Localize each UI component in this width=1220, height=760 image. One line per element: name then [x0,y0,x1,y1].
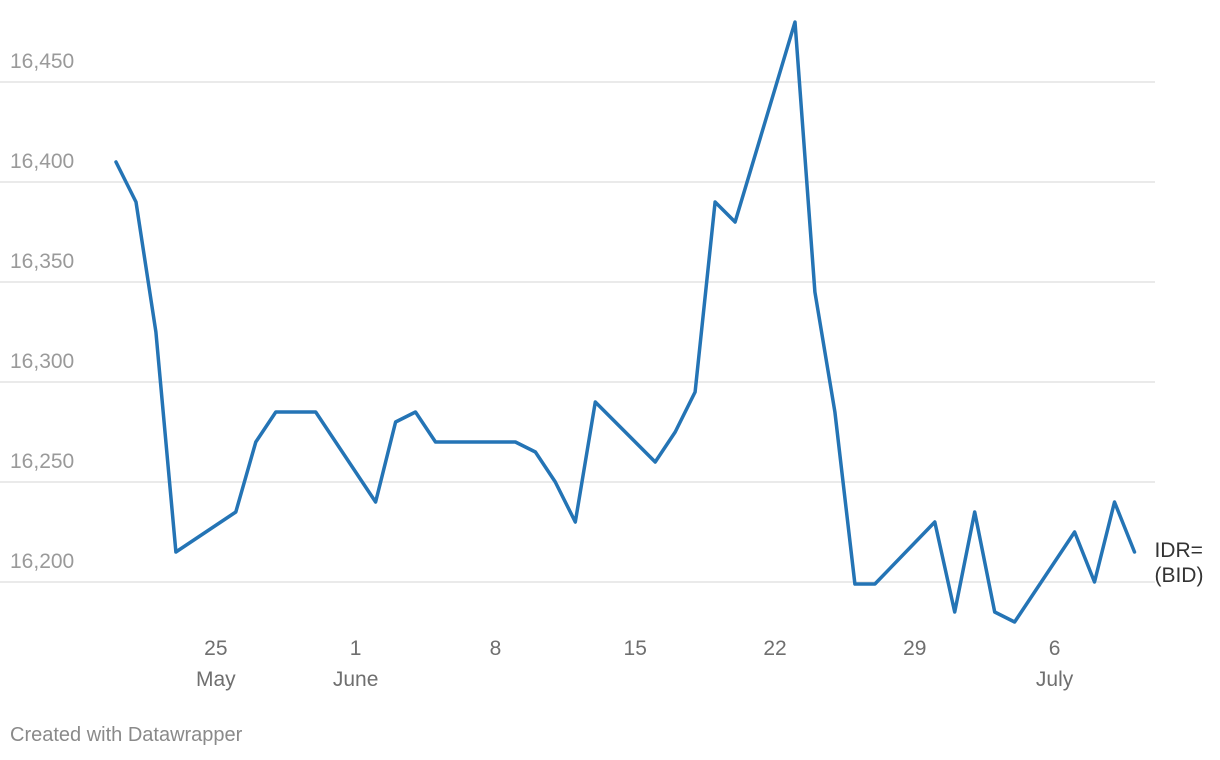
series-group: IDR=(BID) [113,19,1203,625]
x-tick-label: 1 [350,637,362,660]
data-point [932,519,938,525]
data-point [1072,529,1078,535]
data-point [153,329,159,335]
data-point [173,549,179,555]
data-point [952,609,958,615]
data-point [852,581,858,587]
y-tick-label: 16,300 [10,350,74,373]
data-point [792,19,798,25]
y-tick-label: 16,200 [10,550,74,573]
x-tick-label: 8 [490,637,502,660]
series-line [114,20,1137,624]
data-point [812,289,818,295]
y-tick-label: 16,350 [10,250,74,273]
data-point [512,439,518,445]
y-axis: 16,200 16,250 16,300 16,350 16,400 16,450 [10,50,74,573]
x-tick-label: 6 [1049,637,1061,660]
series-label: (BID) [1154,564,1203,587]
data-point [732,219,738,225]
data-point [1112,499,1118,505]
x-tick-label: 15 [624,637,647,660]
data-point [253,439,259,445]
data-point [872,581,878,587]
x-axis: 25 May 1 June 8 15 22 29 6 July [196,637,1074,691]
x-tick-label: 22 [763,637,786,660]
x-month-label: June [333,668,379,691]
x-month-label: May [196,668,236,691]
data-point [552,479,558,485]
data-point [1012,619,1018,625]
data-point [992,609,998,615]
y-tick-label: 16,450 [10,50,74,73]
series-label: IDR= [1154,539,1202,562]
data-point [832,409,838,415]
data-point [413,409,419,415]
x-tick-label: 25 [204,637,227,660]
x-tick-label: 29 [903,637,926,660]
y-tick-label: 16,250 [10,450,74,473]
data-point [433,439,439,445]
data-point [313,409,319,415]
data-point [373,499,379,505]
data-point [672,429,678,435]
data-point [273,409,279,415]
y-tick-label: 16,400 [10,150,74,173]
data-point [972,509,978,515]
data-point [1131,549,1137,555]
data-point [572,519,578,525]
data-point [233,509,239,515]
data-point [133,199,139,205]
credit-text: Created with Datawrapper [10,724,243,746]
data-point [393,419,399,425]
data-point [652,459,658,465]
data-point [113,159,119,165]
grid-lines [0,81,1155,583]
data-point [592,399,598,405]
data-point [1092,579,1098,585]
data-point [532,449,538,455]
data-point [692,389,698,395]
x-month-label: July [1036,668,1074,691]
data-point [712,199,718,205]
line-chart: 16,200 16,250 16,300 16,350 16,400 16,450 25 M… [0,19,1203,691]
